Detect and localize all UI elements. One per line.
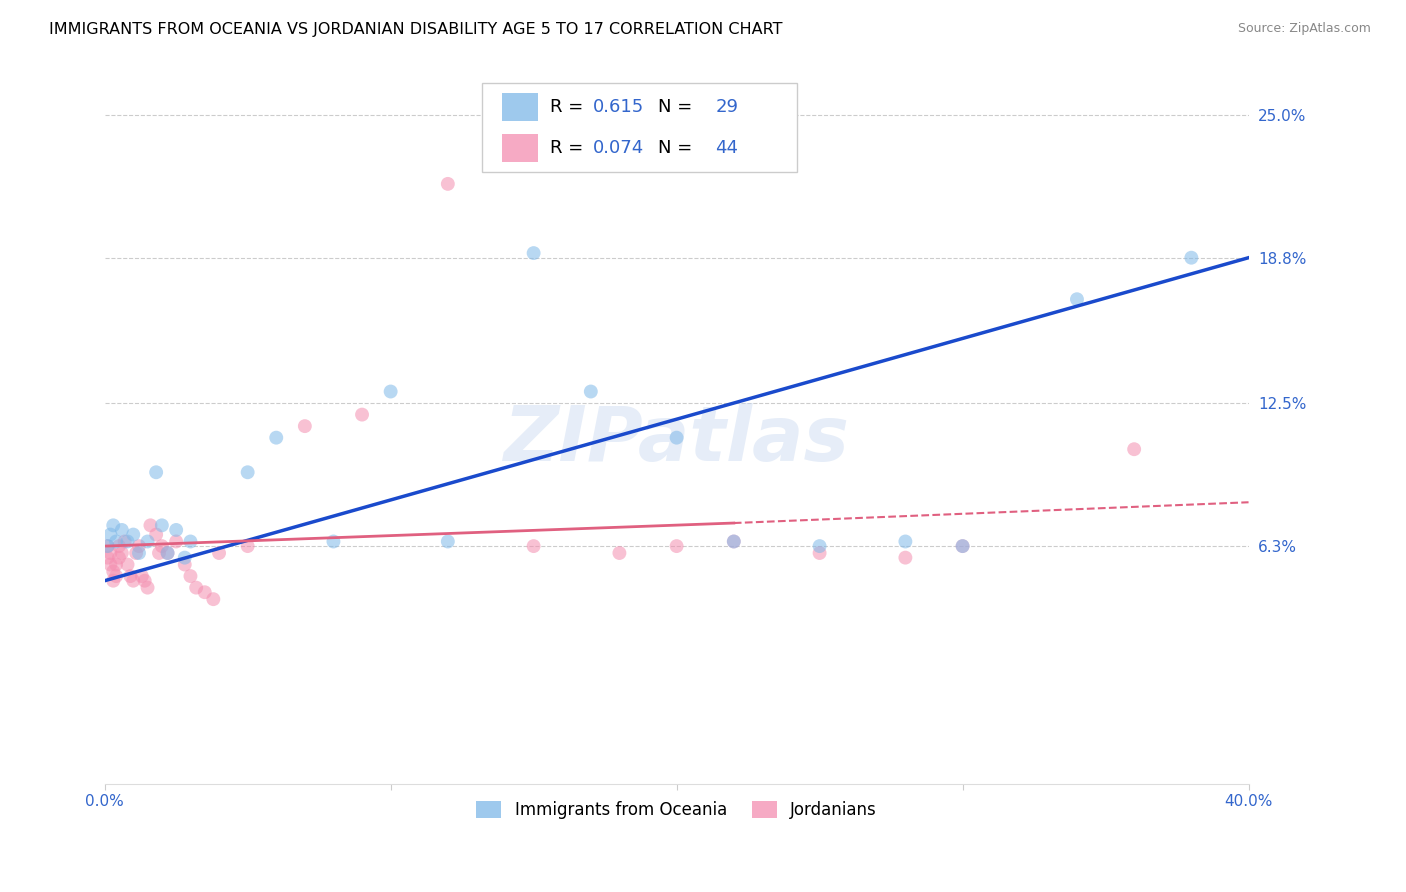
Point — [437, 534, 460, 549]
Point — [111, 523, 134, 537]
Legend: Immigrants from Oceania, Jordanians: Immigrants from Oceania, Jordanians — [470, 794, 883, 825]
Point — [1180, 251, 1202, 265]
Point — [117, 558, 139, 572]
Point — [609, 546, 631, 560]
Point — [173, 558, 195, 572]
Point — [100, 527, 122, 541]
Point — [145, 465, 167, 479]
Point — [100, 558, 122, 572]
Text: R =: R = — [550, 139, 589, 157]
Point — [108, 550, 131, 565]
Text: R =: R = — [550, 98, 589, 116]
Point — [236, 539, 259, 553]
Point — [523, 246, 546, 260]
Point — [665, 539, 688, 553]
Point — [150, 518, 173, 533]
Point — [122, 574, 145, 588]
Point — [579, 384, 602, 399]
Point — [264, 431, 287, 445]
Point — [103, 518, 125, 533]
Point — [139, 518, 162, 533]
Point — [894, 534, 917, 549]
Point — [665, 431, 688, 445]
Point — [136, 581, 159, 595]
Point — [808, 546, 831, 560]
Point — [1066, 292, 1088, 306]
Point — [108, 539, 131, 553]
Point — [952, 539, 974, 553]
Point — [894, 550, 917, 565]
Point — [120, 569, 142, 583]
Point — [179, 569, 201, 583]
Point — [723, 534, 745, 549]
Point — [194, 585, 217, 599]
Text: ZIPatlas: ZIPatlas — [503, 403, 849, 477]
Point — [165, 523, 187, 537]
Point — [134, 574, 156, 588]
Point — [100, 546, 122, 560]
Text: IMMIGRANTS FROM OCEANIA VS JORDANIAN DISABILITY AGE 5 TO 17 CORRELATION CHART: IMMIGRANTS FROM OCEANIA VS JORDANIAN DIS… — [49, 22, 783, 37]
Text: Source: ZipAtlas.com: Source: ZipAtlas.com — [1237, 22, 1371, 36]
Point — [952, 539, 974, 553]
Point — [437, 177, 460, 191]
Point — [156, 546, 179, 560]
Point — [111, 546, 134, 560]
Point — [202, 592, 225, 607]
Point — [105, 534, 128, 549]
Point — [156, 546, 179, 560]
Point — [322, 534, 344, 549]
FancyBboxPatch shape — [502, 94, 538, 120]
FancyBboxPatch shape — [502, 135, 538, 161]
Text: 0.615: 0.615 — [593, 98, 644, 116]
Point — [352, 408, 374, 422]
Point — [1123, 442, 1146, 457]
Point — [236, 465, 259, 479]
Point — [294, 419, 316, 434]
Point — [131, 569, 153, 583]
Text: 0.074: 0.074 — [593, 139, 644, 157]
Text: N =: N = — [658, 98, 699, 116]
Point — [103, 565, 125, 579]
Point — [105, 569, 128, 583]
Point — [103, 574, 125, 588]
Point — [128, 539, 150, 553]
Point — [808, 539, 831, 553]
Text: N =: N = — [658, 139, 699, 157]
Point — [165, 534, 187, 549]
Point — [117, 534, 139, 549]
Point — [173, 550, 195, 565]
Point — [125, 546, 148, 560]
Point — [148, 546, 170, 560]
Point — [136, 534, 159, 549]
Point — [96, 550, 118, 565]
Point — [114, 534, 136, 549]
Point — [208, 546, 231, 560]
Point — [96, 539, 118, 553]
Point — [105, 558, 128, 572]
Point — [186, 581, 208, 595]
Point — [96, 539, 118, 553]
Text: 44: 44 — [716, 139, 738, 157]
Text: 29: 29 — [716, 98, 738, 116]
FancyBboxPatch shape — [482, 83, 797, 172]
Point — [523, 539, 546, 553]
Point — [122, 527, 145, 541]
Point — [179, 534, 201, 549]
Point — [723, 534, 745, 549]
Point — [145, 527, 167, 541]
Point — [150, 539, 173, 553]
Point — [128, 546, 150, 560]
Point — [380, 384, 402, 399]
